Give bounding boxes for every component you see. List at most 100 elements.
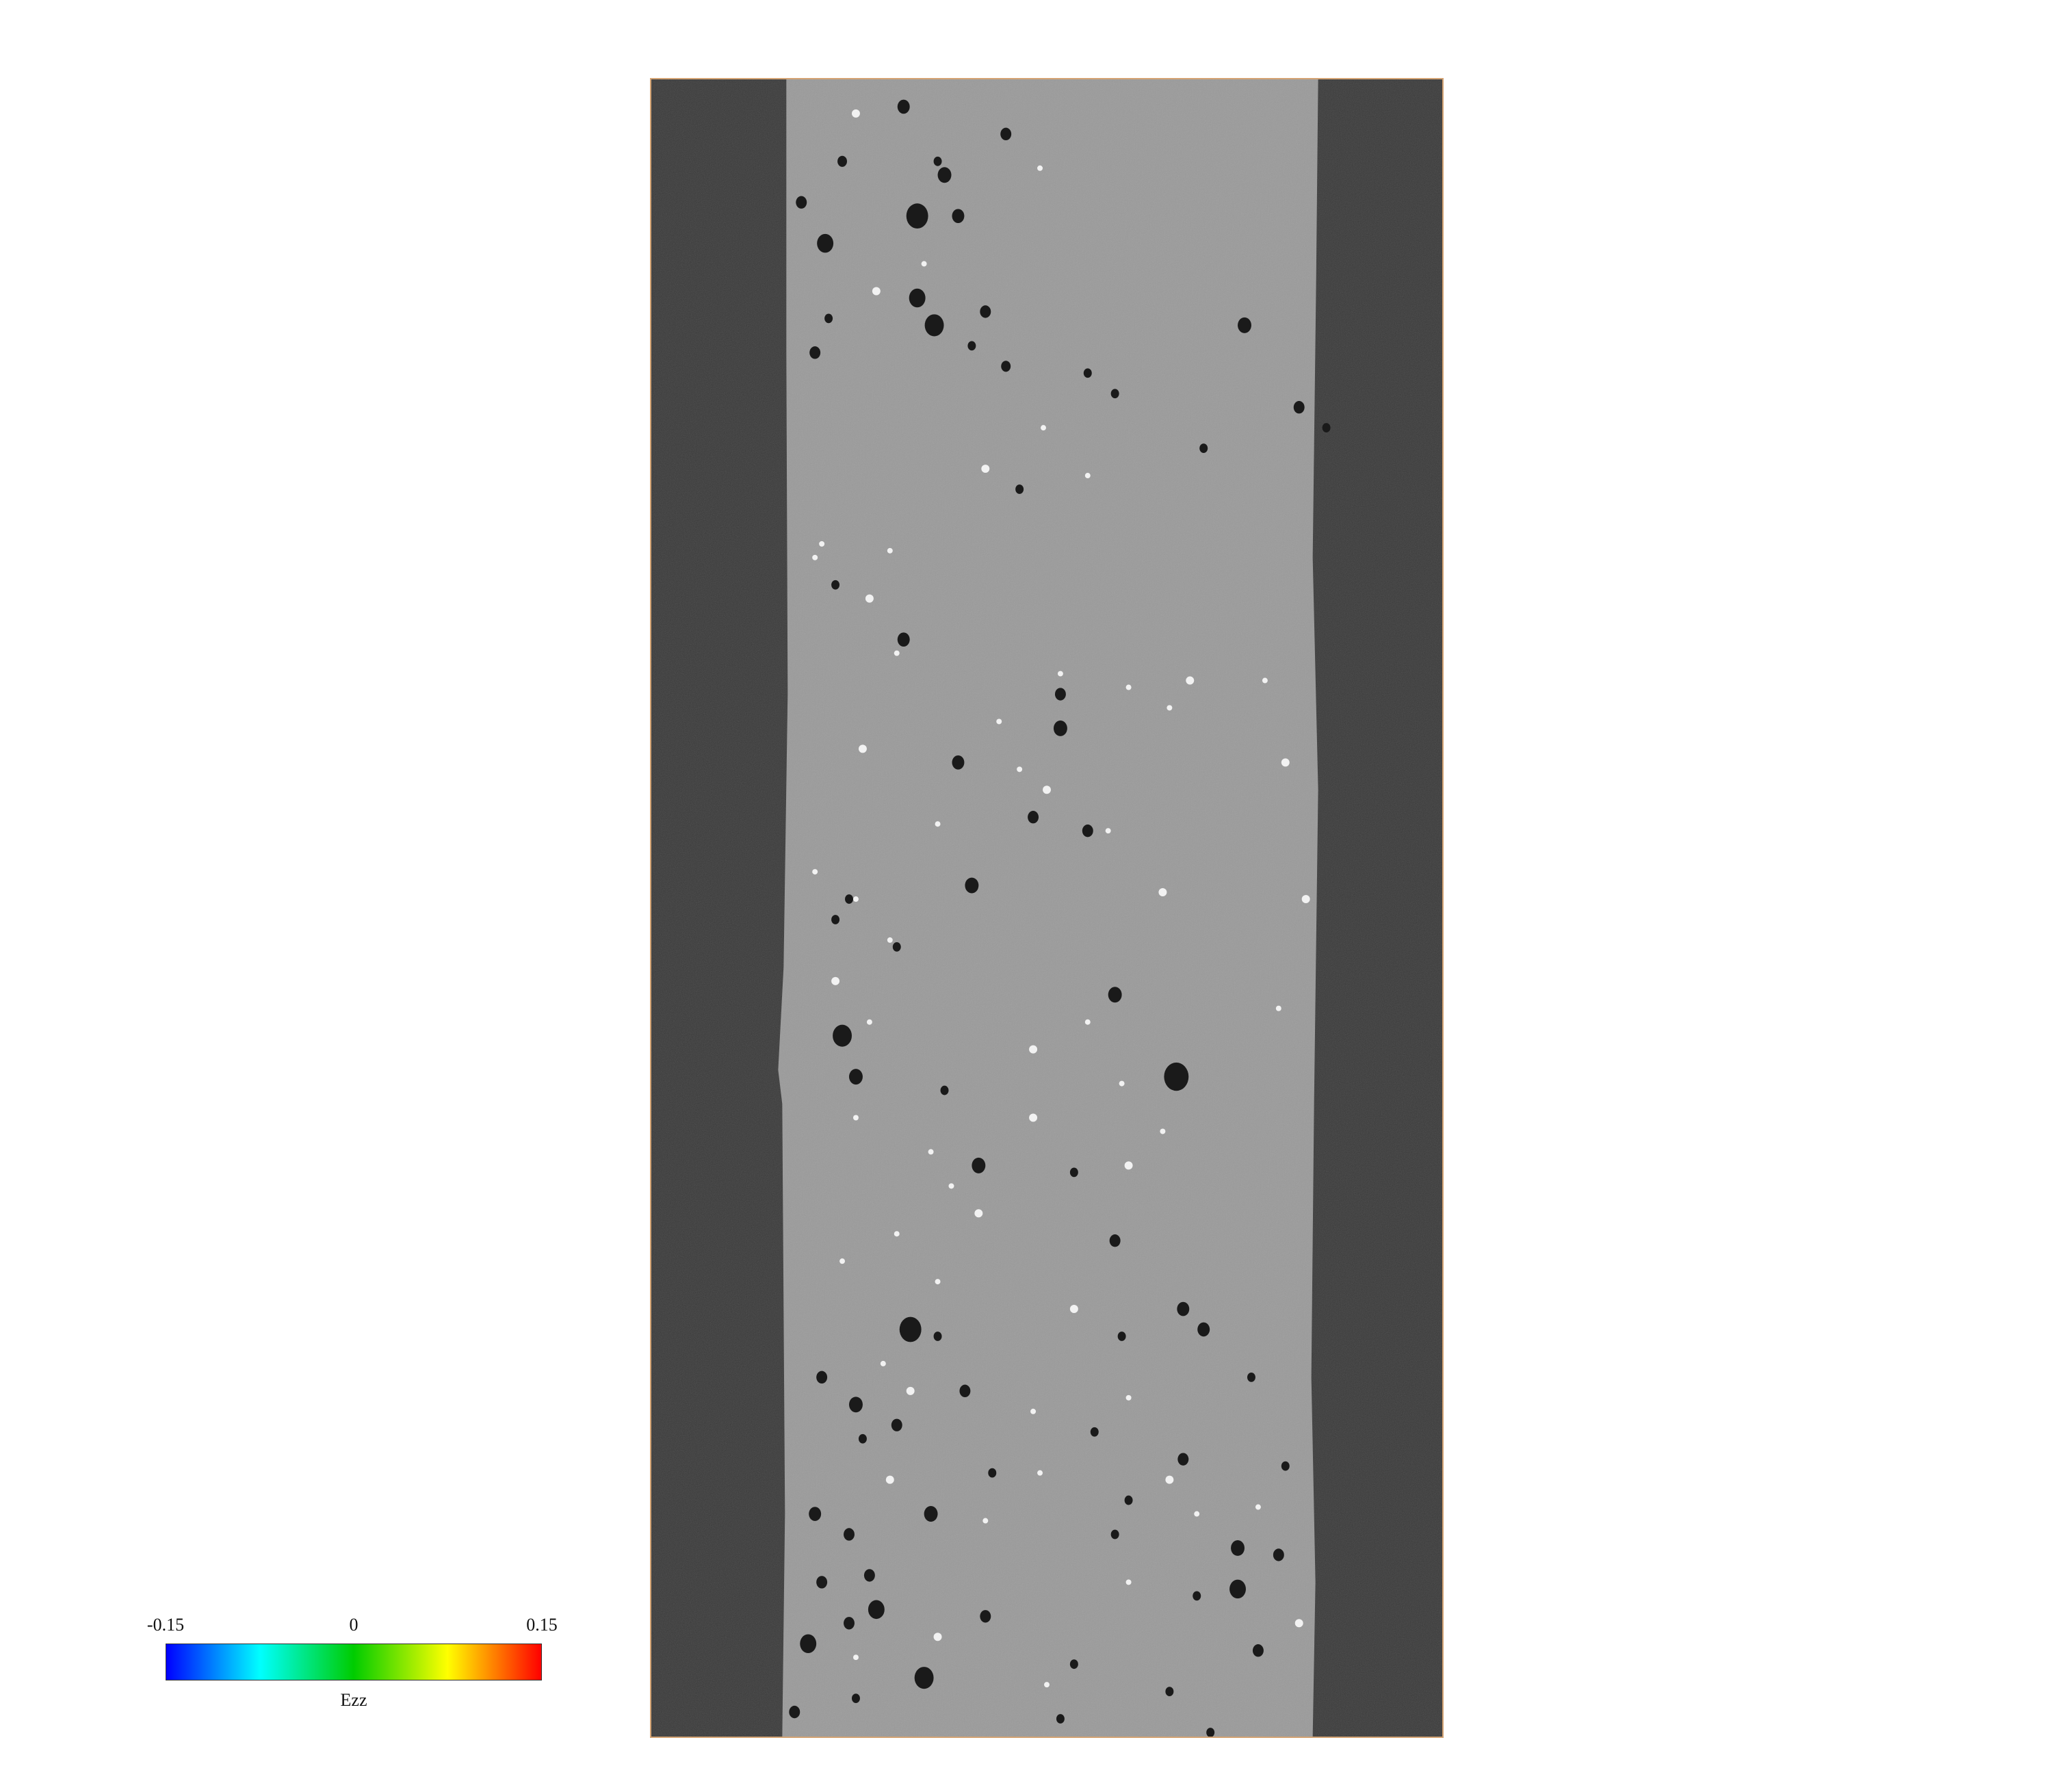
- pore: [851, 1693, 860, 1703]
- bright-inclusion: [1084, 473, 1091, 479]
- pore: [796, 196, 807, 209]
- pore: [892, 942, 901, 952]
- pore: [1197, 1322, 1210, 1337]
- pore-group: [789, 99, 1331, 1737]
- bright-inclusion: [1069, 1305, 1078, 1314]
- pore: [1083, 368, 1092, 378]
- pore: [1177, 1301, 1190, 1316]
- pore: [1252, 1644, 1264, 1657]
- pore: [924, 314, 944, 337]
- bright-inclusion: [1301, 895, 1310, 904]
- bright-inclusion: [866, 1019, 872, 1025]
- bright-inclusion: [996, 718, 1002, 725]
- pore: [868, 1600, 885, 1620]
- colorbar-field-label: Ezz: [340, 1690, 367, 1710]
- pore: [1193, 1591, 1201, 1601]
- pore: [967, 341, 976, 351]
- bright-inclusion: [1044, 1682, 1050, 1688]
- pore: [863, 1569, 875, 1582]
- bright-inclusion: [839, 1258, 846, 1264]
- pore: [1322, 423, 1331, 433]
- pore: [1206, 1728, 1215, 1737]
- colorbar-legend: -0.15 0 0.15 Ezz: [137, 1615, 561, 1717]
- pore: [1273, 1548, 1284, 1561]
- bright-inclusion: [1029, 1045, 1038, 1054]
- bright-inclusion: [906, 1386, 915, 1395]
- pore: [837, 155, 848, 167]
- pore: [933, 156, 942, 166]
- bright-inclusion: [1043, 785, 1051, 794]
- pore: [952, 755, 965, 770]
- pore: [816, 1576, 828, 1589]
- bright-inclusion: [1037, 1470, 1043, 1476]
- bright-inclusion: [1160, 1128, 1166, 1134]
- bright-inclusion: [1125, 1579, 1132, 1585]
- pore: [937, 167, 952, 183]
- bright-inclusion: [1186, 676, 1195, 685]
- pore: [1001, 361, 1011, 372]
- pore: [914, 1667, 934, 1689]
- pore: [845, 894, 853, 904]
- pore: [1293, 401, 1305, 414]
- bright-inclusion: [1194, 1511, 1200, 1517]
- pore: [1110, 1529, 1119, 1540]
- bright-inclusion: [1125, 1394, 1132, 1401]
- bright-inclusion: [1275, 1005, 1281, 1011]
- pore: [1054, 688, 1066, 701]
- bright-inclusion: [885, 1475, 894, 1484]
- bright-inclusion: [894, 650, 900, 656]
- bright-inclusion: [974, 1209, 983, 1218]
- pore: [809, 346, 821, 359]
- bright-inclusion: [865, 594, 874, 603]
- bright-inclusion: [1017, 766, 1023, 772]
- pore: [1199, 443, 1208, 453]
- pore: [789, 1705, 800, 1719]
- pore: [1110, 389, 1119, 399]
- bright-inclusion: [1281, 758, 1290, 767]
- pore: [1069, 1659, 1078, 1670]
- pore: [849, 1397, 863, 1413]
- pore: [1108, 987, 1122, 1003]
- pore: [897, 99, 910, 114]
- bright-inclusion: [1029, 1113, 1038, 1122]
- pore: [1164, 1062, 1189, 1091]
- pore: [897, 632, 910, 647]
- bright-inclusion: [852, 896, 859, 903]
- bright-inclusion: [872, 287, 881, 296]
- bright-inclusion: [852, 1115, 859, 1121]
- pore: [844, 1528, 855, 1541]
- pore: [933, 1332, 942, 1341]
- bright-inclusion: [1030, 1408, 1037, 1414]
- pore: [1082, 824, 1093, 837]
- pore: [980, 1610, 991, 1623]
- pore: [899, 1316, 922, 1342]
- pore: [1109, 1234, 1121, 1247]
- colorbar-gradient: [166, 1644, 542, 1680]
- bright-inclusion: [812, 869, 818, 875]
- bright-inclusion: [981, 465, 990, 473]
- bright-inclusion: [1041, 425, 1047, 431]
- pore: [1229, 1579, 1246, 1599]
- bright-inclusion: [1037, 165, 1043, 171]
- pore: [891, 1418, 902, 1431]
- pore: [1028, 811, 1039, 824]
- pore: [1015, 484, 1024, 494]
- pore: [1124, 1495, 1133, 1505]
- bright-inclusion: [1125, 684, 1132, 690]
- pore: [906, 203, 928, 229]
- bright-inclusion: [1158, 888, 1167, 897]
- bright-inclusion: [928, 1149, 934, 1155]
- pore: [909, 288, 926, 308]
- bright-inclusion: [1124, 1161, 1133, 1170]
- bright-inclusion: [1294, 1619, 1303, 1628]
- bright-inclusion: [935, 821, 941, 827]
- pore: [844, 1617, 855, 1630]
- bright-inclusion: [933, 1633, 942, 1641]
- pore: [816, 1371, 828, 1384]
- pore: [1231, 1540, 1245, 1556]
- bright-inclusion: [894, 1231, 900, 1237]
- pore: [980, 305, 991, 318]
- bright-inclusion: [1119, 1080, 1125, 1087]
- pore: [817, 233, 834, 253]
- pore: [1056, 1714, 1065, 1724]
